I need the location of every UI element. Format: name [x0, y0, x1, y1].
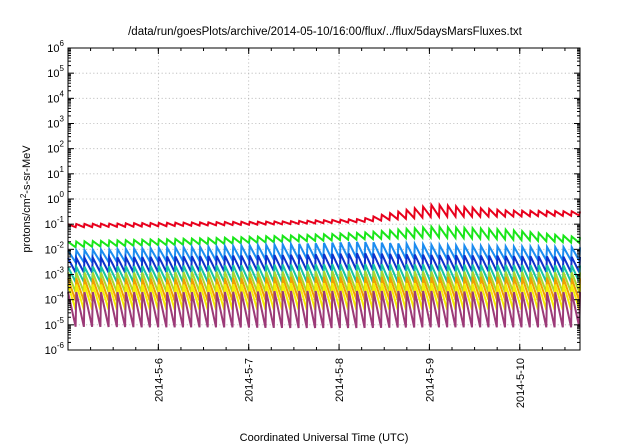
series-line-9 [67, 290, 581, 329]
x-tick-label: 2014-5-9 [424, 358, 436, 402]
y-tick-label: 100 [47, 190, 64, 206]
y-tick-label: 105 [47, 64, 64, 80]
series-line-1 [67, 201, 581, 229]
chart-title: /data/run/goesPlots/archive/2014-05-10/1… [128, 26, 523, 38]
x-tick-labels: 2014-5-6 2014-5-7 2014-5-8 2014-5-9 2014-5-1… [153, 358, 526, 408]
series-line-3 [67, 239, 581, 266]
x-tick-label: 2014-5-7 [244, 358, 256, 402]
x-tick-label: 2014-5-6 [153, 358, 165, 402]
y-tick-label: 10-5 [45, 316, 65, 332]
series-layer [67, 201, 581, 329]
y-tick-labels: 10-6 10-5 10-4 10-3 10-2 10-1 100 101 102 103 104 1… [45, 39, 65, 357]
y-tick-label: 10-1 [45, 215, 65, 231]
y-tick-label: 10-4 [45, 291, 65, 307]
y-tick-label: 104 [47, 89, 64, 105]
y-tick-label: 102 [47, 140, 64, 156]
x-axis-label: Coordinated Universal Time (UTC) [240, 432, 409, 444]
x-tick-label: 2014-5-10 [515, 358, 527, 408]
y-tick-label: 103 [47, 115, 64, 131]
ticks [67, 47, 580, 351]
y-tick-label: 10-2 [45, 240, 65, 256]
y-tick-label: 10-6 [45, 341, 65, 357]
series-line-2 [67, 223, 581, 249]
y-tick-label: 106 [47, 39, 64, 55]
x-tick-label: 2014-5-8 [334, 358, 346, 402]
y-tick-label: 10-3 [45, 266, 65, 282]
y-tick-label: 101 [47, 165, 64, 181]
y-axis-label: protons/cm2-s-sr-MeV [19, 145, 33, 253]
